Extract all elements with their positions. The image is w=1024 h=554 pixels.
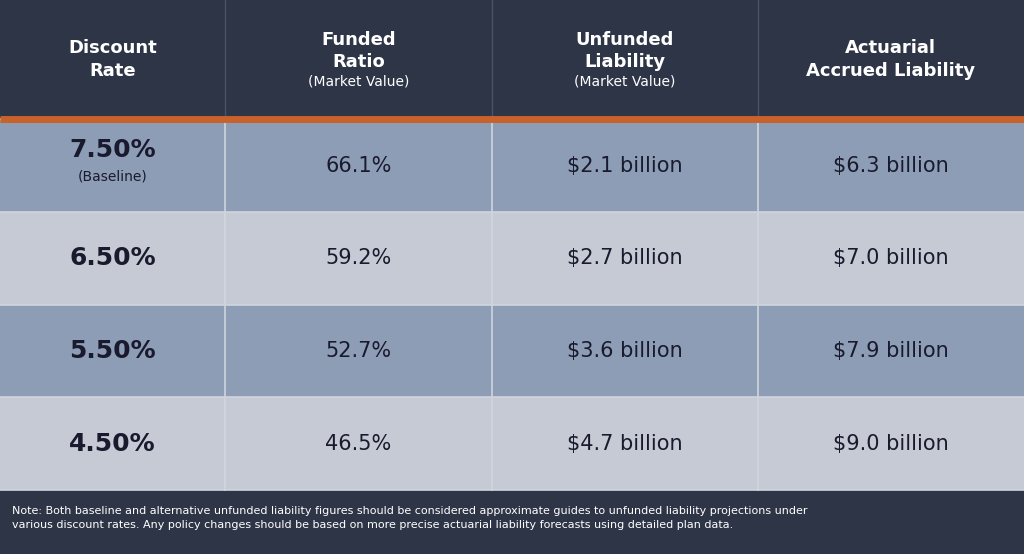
Text: 4.50%: 4.50% [70, 432, 156, 456]
Text: Rate: Rate [89, 61, 136, 80]
Text: $3.6 billion: $3.6 billion [566, 341, 683, 361]
Bar [0, 0, 1024, 119]
Text: 59.2%: 59.2% [326, 248, 391, 268]
Text: $4.7 billion: $4.7 billion [567, 434, 682, 454]
Text: (Baseline): (Baseline) [78, 170, 147, 183]
Text: 66.1%: 66.1% [326, 156, 391, 176]
Text: Ratio: Ratio [332, 53, 385, 71]
Text: 46.5%: 46.5% [326, 434, 391, 454]
Bar [0, 119, 1024, 212]
Text: Discount: Discount [69, 39, 157, 58]
Bar [0, 305, 1024, 398]
Text: Liability: Liability [584, 53, 666, 71]
Text: Actuarial: Actuarial [846, 39, 936, 58]
Bar [0, 490, 1024, 554]
Text: Funded: Funded [322, 31, 395, 49]
Text: 7.50%: 7.50% [70, 138, 156, 162]
Text: $6.3 billion: $6.3 billion [833, 156, 949, 176]
Text: 52.7%: 52.7% [326, 341, 391, 361]
Text: 5.50%: 5.50% [70, 339, 156, 363]
Text: Unfunded: Unfunded [575, 31, 674, 49]
Text: various discount rates. Any policy changes should be based on more precise actua: various discount rates. Any policy chang… [12, 520, 733, 531]
Text: 6.50%: 6.50% [70, 247, 156, 270]
Text: $9.0 billion: $9.0 billion [833, 434, 949, 454]
Bar [0, 212, 1024, 305]
Text: (Market Value): (Market Value) [308, 75, 409, 89]
Text: $2.7 billion: $2.7 billion [567, 248, 682, 268]
Text: Accrued Liability: Accrued Liability [806, 61, 976, 80]
Text: $7.9 billion: $7.9 billion [833, 341, 949, 361]
Text: (Market Value): (Market Value) [574, 75, 675, 89]
Text: $7.0 billion: $7.0 billion [834, 248, 948, 268]
Text: $2.1 billion: $2.1 billion [567, 156, 682, 176]
Bar [0, 398, 1024, 490]
Text: Note: Both baseline and alternative unfunded liability figures should be conside: Note: Both baseline and alternative unfu… [12, 506, 808, 516]
